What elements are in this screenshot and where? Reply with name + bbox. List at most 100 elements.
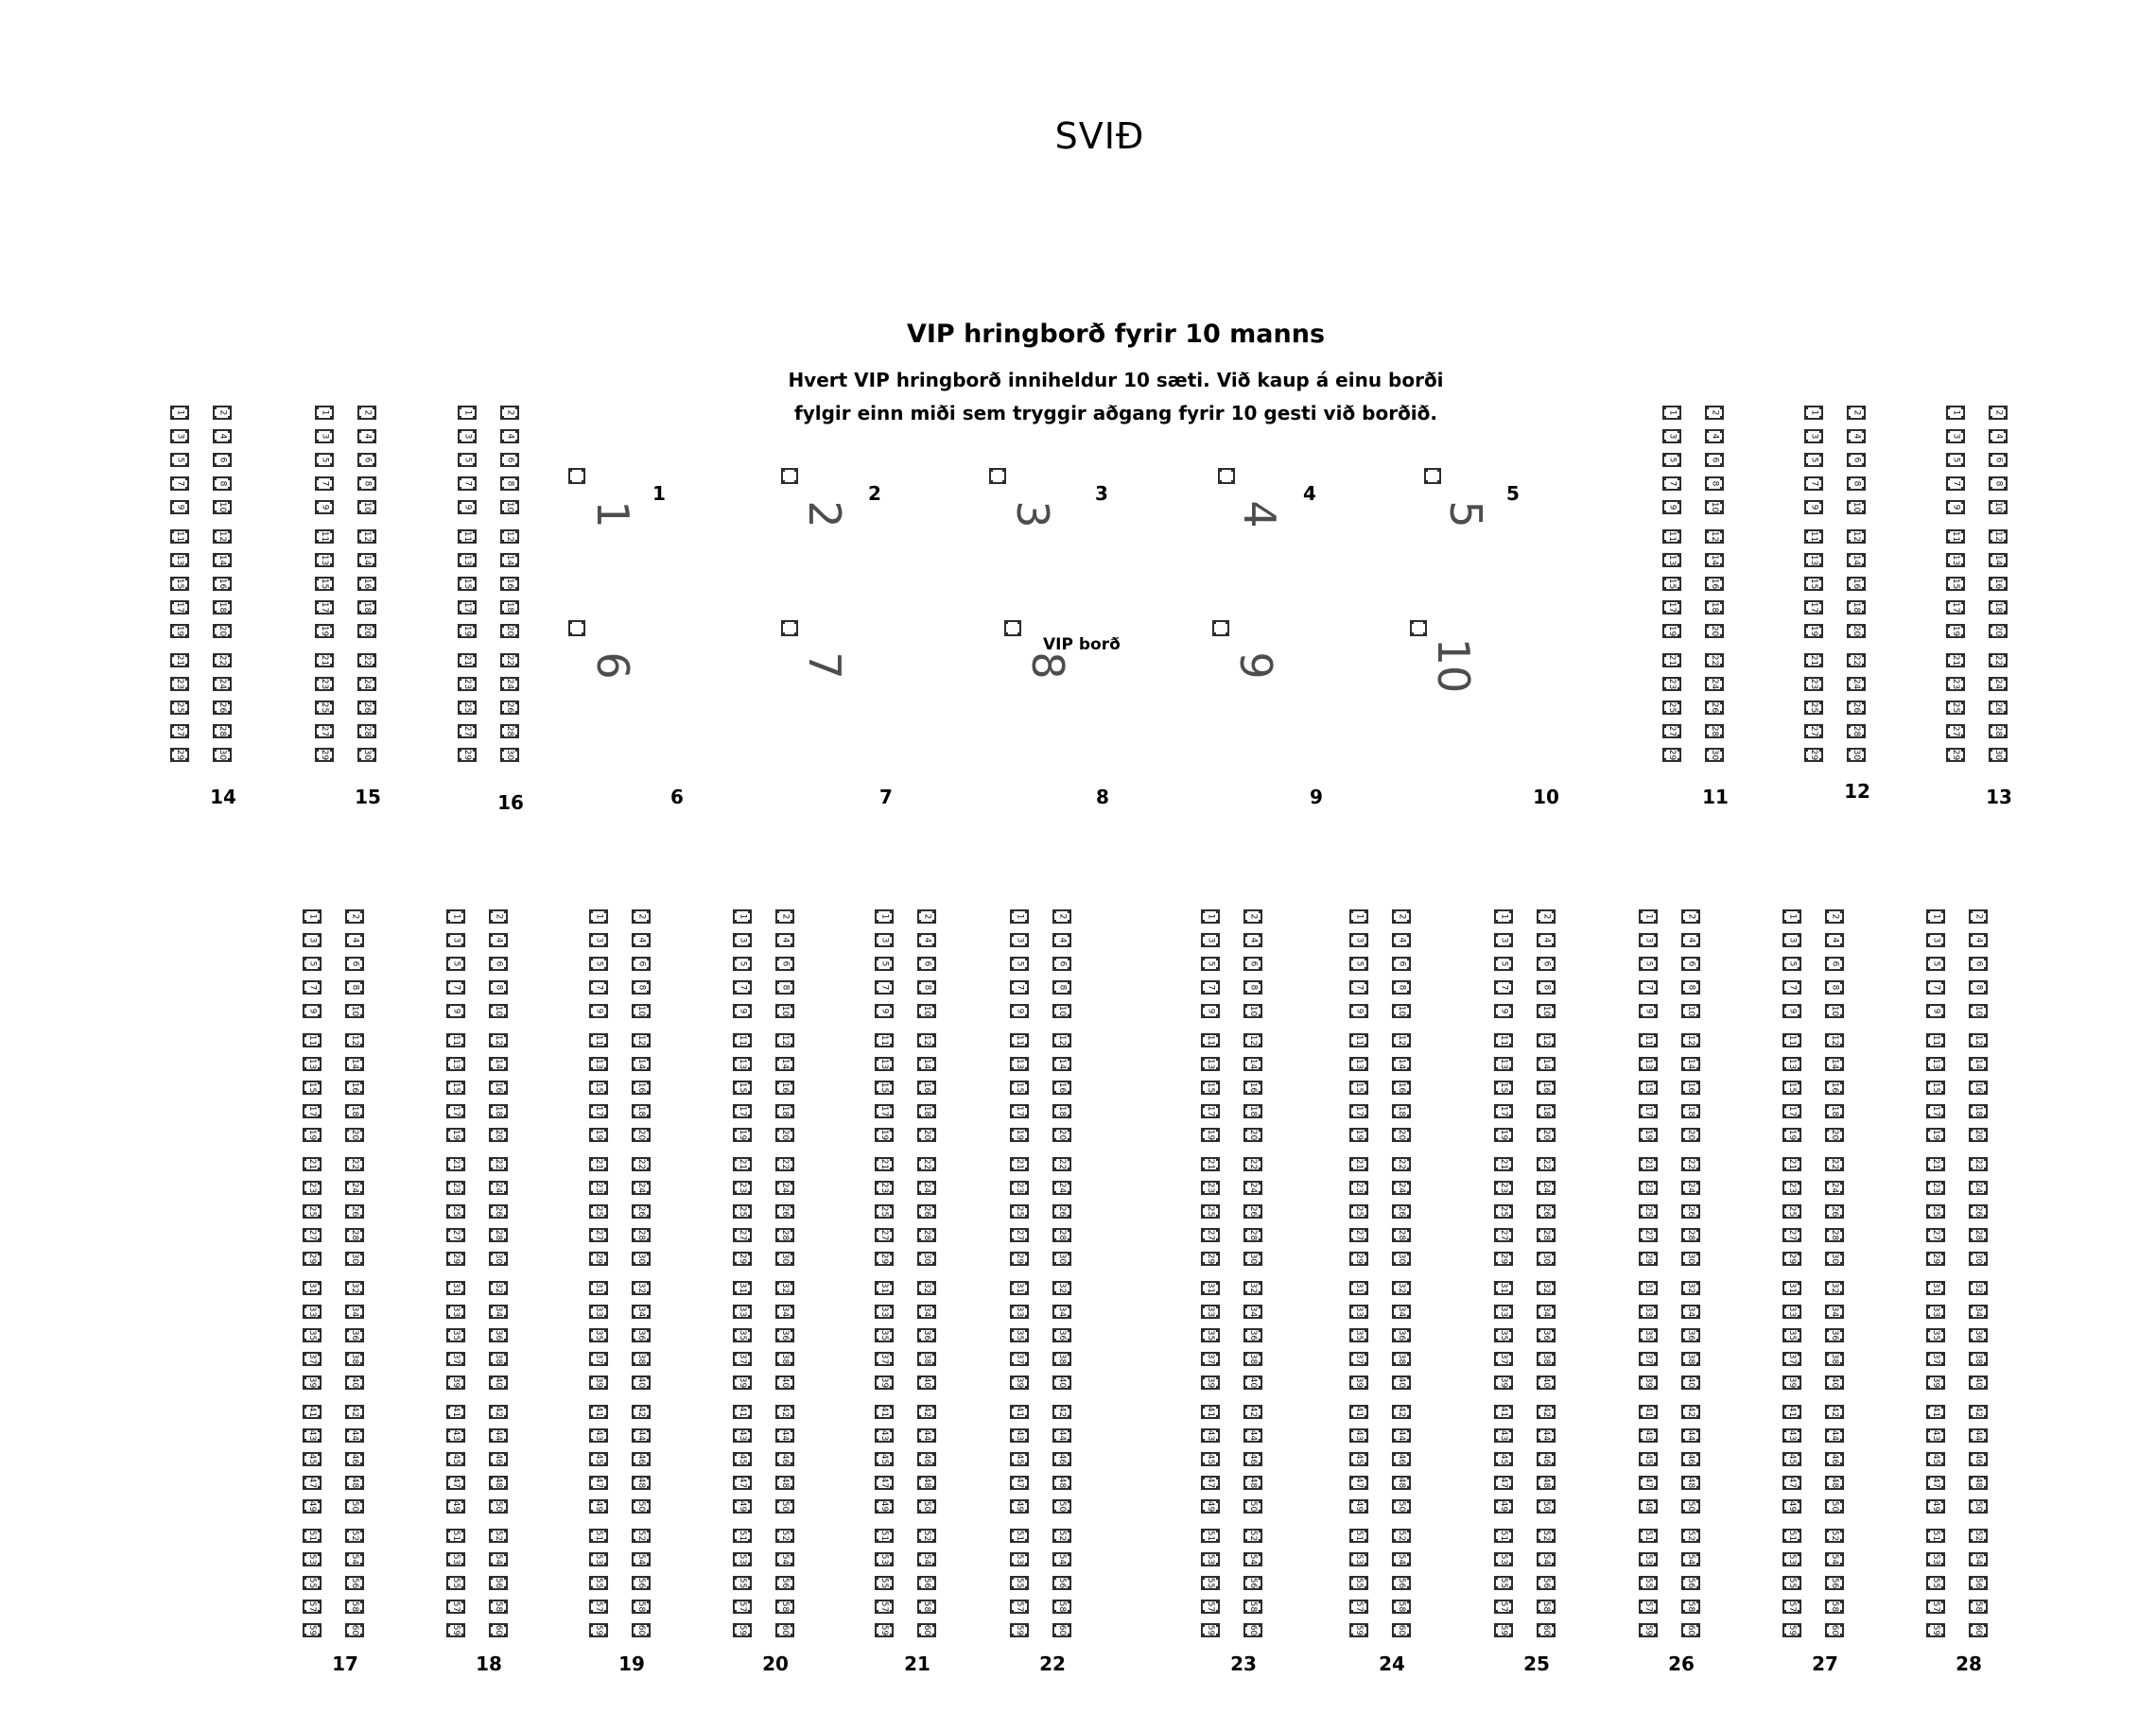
- seat-15-30[interactable]: 30: [357, 748, 376, 762]
- seat-22-11[interactable]: 11: [1010, 1033, 1029, 1047]
- seat-28-36[interactable]: 36: [1969, 1328, 1988, 1342]
- seat-20-35[interactable]: 35: [733, 1328, 752, 1342]
- seat-21-49[interactable]: 49: [875, 1499, 894, 1514]
- seat-17-9[interactable]: 9: [303, 1004, 322, 1018]
- seat-25-44[interactable]: 44: [1537, 1428, 1556, 1443]
- seat-15-7[interactable]: 7: [315, 476, 334, 491]
- seat-24-17[interactable]: 17: [1349, 1104, 1368, 1118]
- seat-25-1[interactable]: 1: [1494, 909, 1513, 924]
- seat-15-18[interactable]: 18: [357, 600, 376, 614]
- seat-27-6[interactable]: 6: [1825, 957, 1844, 971]
- seat-22-52[interactable]: 52: [1052, 1529, 1071, 1543]
- seat-19-50[interactable]: 50: [632, 1499, 651, 1514]
- seat-13-7[interactable]: 7: [1946, 476, 1965, 491]
- seat-23-14[interactable]: 14: [1243, 1057, 1262, 1071]
- seat-13-6[interactable]: 6: [1989, 453, 2008, 467]
- seat-22-60[interactable]: 60: [1052, 1623, 1071, 1637]
- seat-12-2[interactable]: 2: [1847, 406, 1866, 420]
- seat-25-6[interactable]: 6: [1537, 957, 1556, 971]
- seat-12-14[interactable]: 14: [1847, 553, 1866, 567]
- seat-22-23[interactable]: 23: [1010, 1181, 1029, 1195]
- seat-28-33[interactable]: 33: [1926, 1305, 1945, 1319]
- seat-19-5[interactable]: 5: [589, 957, 608, 971]
- seat-25-18[interactable]: 18: [1537, 1104, 1556, 1118]
- seat-14-4[interactable]: 4: [213, 429, 232, 443]
- seat-21-16[interactable]: 16: [917, 1081, 936, 1095]
- seat-17-5[interactable]: 5: [303, 957, 322, 971]
- seat-21-15[interactable]: 15: [875, 1081, 894, 1095]
- seat-20-1[interactable]: 1: [733, 909, 752, 924]
- seat-18-60[interactable]: 60: [489, 1623, 508, 1637]
- seat-23-28[interactable]: 28: [1243, 1228, 1262, 1242]
- seat-26-8[interactable]: 8: [1681, 980, 1700, 995]
- seat-26-28[interactable]: 28: [1681, 1228, 1700, 1242]
- seat-24-6[interactable]: 6: [1392, 957, 1411, 971]
- seat-20-25[interactable]: 25: [733, 1204, 752, 1219]
- seat-19-23[interactable]: 23: [589, 1181, 608, 1195]
- seat-19-26[interactable]: 26: [632, 1204, 651, 1219]
- seat-14-8[interactable]: 8: [213, 476, 232, 491]
- seat-28-12[interactable]: 12: [1969, 1033, 1988, 1047]
- seat-22-20[interactable]: 20: [1052, 1128, 1071, 1142]
- seat-20-18[interactable]: 18: [775, 1104, 794, 1118]
- seat-27-23[interactable]: 23: [1782, 1181, 1801, 1195]
- seat-25-13[interactable]: 13: [1494, 1057, 1513, 1071]
- seat-26-60[interactable]: 60: [1681, 1623, 1700, 1637]
- seat-19-11[interactable]: 11: [589, 1033, 608, 1047]
- seat-28-39[interactable]: 39: [1926, 1375, 1945, 1390]
- seat-23-17[interactable]: 17: [1201, 1104, 1220, 1118]
- seat-20-26[interactable]: 26: [775, 1204, 794, 1219]
- seat-24-56[interactable]: 56: [1392, 1576, 1411, 1590]
- seat-27-2[interactable]: 2: [1825, 909, 1844, 924]
- seat-25-2[interactable]: 2: [1537, 909, 1556, 924]
- seat-26-27[interactable]: 27: [1639, 1228, 1658, 1242]
- seat-18-5[interactable]: 5: [446, 957, 465, 971]
- seat-18-23[interactable]: 23: [446, 1181, 465, 1195]
- seat-22-16[interactable]: 16: [1052, 1081, 1071, 1095]
- seat-12-26[interactable]: 26: [1847, 701, 1866, 715]
- seat-28-56[interactable]: 56: [1969, 1576, 1988, 1590]
- seat-21-57[interactable]: 57: [875, 1600, 894, 1614]
- seat-17-8[interactable]: 8: [345, 980, 364, 995]
- seat-20-55[interactable]: 55: [733, 1576, 752, 1590]
- seat-20-34[interactable]: 34: [775, 1305, 794, 1319]
- seat-11-12[interactable]: 12: [1705, 529, 1724, 544]
- seat-27-59[interactable]: 59: [1782, 1623, 1801, 1637]
- seat-18-56[interactable]: 56: [489, 1576, 508, 1590]
- seat-28-34[interactable]: 34: [1969, 1305, 1988, 1319]
- seat-24-50[interactable]: 50: [1392, 1499, 1411, 1514]
- seat-21-20[interactable]: 20: [917, 1128, 936, 1142]
- seat-17-42[interactable]: 42: [345, 1405, 364, 1419]
- seat-19-1[interactable]: 1: [589, 909, 608, 924]
- seat-20-46[interactable]: 46: [775, 1452, 794, 1466]
- seat-18-39[interactable]: 39: [446, 1375, 465, 1390]
- seat-17-36[interactable]: 36: [345, 1328, 364, 1342]
- seat-18-26[interactable]: 26: [489, 1204, 508, 1219]
- seat-20-12[interactable]: 12: [775, 1033, 794, 1047]
- seat-26-42[interactable]: 42: [1681, 1405, 1700, 1419]
- seat-22-6[interactable]: 6: [1052, 957, 1071, 971]
- seat-17-23[interactable]: 23: [303, 1181, 322, 1195]
- seat-18-19[interactable]: 19: [446, 1128, 465, 1142]
- seat-28-59[interactable]: 59: [1926, 1623, 1945, 1637]
- seat-15-26[interactable]: 26: [357, 701, 376, 715]
- seat-12-15[interactable]: 15: [1804, 577, 1823, 591]
- seat-22-57[interactable]: 57: [1010, 1600, 1029, 1614]
- seat-25-43[interactable]: 43: [1494, 1428, 1513, 1443]
- seat-22-22[interactable]: 22: [1052, 1157, 1071, 1171]
- seat-28-24[interactable]: 24: [1969, 1181, 1988, 1195]
- seat-22-38[interactable]: 38: [1052, 1352, 1071, 1366]
- seat-26-56[interactable]: 56: [1681, 1576, 1700, 1590]
- seat-23-21[interactable]: 21: [1201, 1157, 1220, 1171]
- seat-23-24[interactable]: 24: [1243, 1181, 1262, 1195]
- seat-27-50[interactable]: 50: [1825, 1499, 1844, 1514]
- seat-13-24[interactable]: 24: [1989, 677, 2008, 691]
- seat-28-45[interactable]: 45: [1926, 1452, 1945, 1466]
- seat-23-22[interactable]: 22: [1243, 1157, 1262, 1171]
- seat-17-31[interactable]: 31: [303, 1281, 322, 1295]
- seat-11-4[interactable]: 4: [1705, 429, 1724, 443]
- seat-24-42[interactable]: 42: [1392, 1405, 1411, 1419]
- seat-20-23[interactable]: 23: [733, 1181, 752, 1195]
- seat-28-29[interactable]: 29: [1926, 1252, 1945, 1266]
- seat-20-21[interactable]: 21: [733, 1157, 752, 1171]
